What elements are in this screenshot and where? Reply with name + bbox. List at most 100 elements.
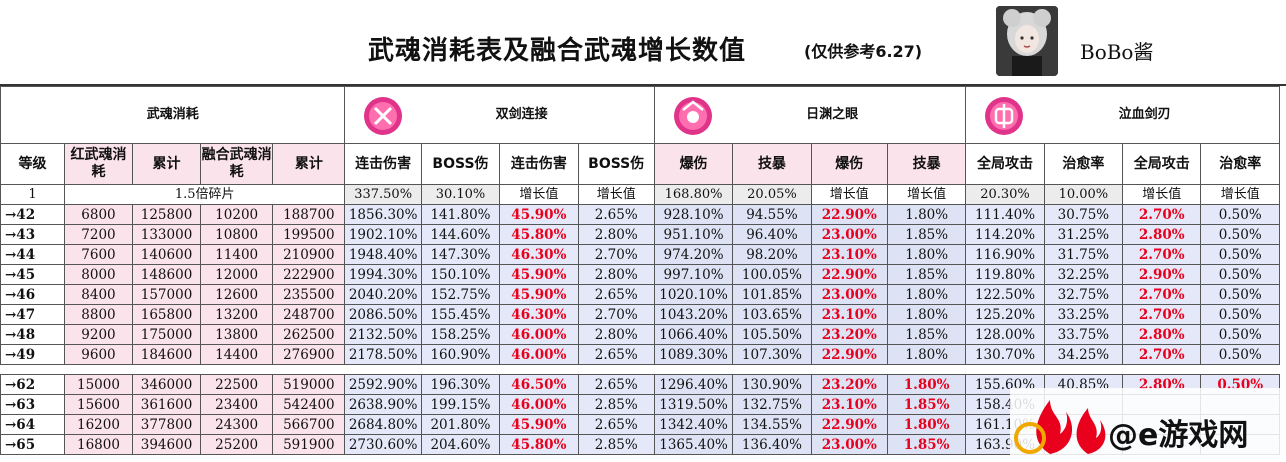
level-cell: →43 xyxy=(0,224,65,245)
table-cell: 125800 xyxy=(131,204,202,225)
table-cell: 1.85% xyxy=(886,434,967,455)
row-separator xyxy=(0,364,1280,375)
level-cell: →46 xyxy=(0,284,65,305)
col-header-g1-boss: BOSS伤 xyxy=(420,143,501,185)
table-cell: 98.20% xyxy=(732,244,812,265)
table-cell: 45.80% xyxy=(499,434,579,455)
table-cell: 2.80% xyxy=(577,264,655,285)
table-cell: 132.75% xyxy=(732,394,812,415)
table-cell: 1948.40% xyxy=(344,244,422,265)
table-cell: 196.30% xyxy=(420,374,501,395)
table-cell: 2132.50% xyxy=(344,324,422,345)
table-cell: 1043.20% xyxy=(653,304,734,325)
flame-logo-icon xyxy=(1010,388,1286,462)
table-cell: 1365.40% xyxy=(653,434,734,455)
table-cell: 141.80% xyxy=(420,204,501,225)
table-cell: 0.50% xyxy=(1200,324,1280,345)
author-avatar xyxy=(996,6,1058,76)
table-cell: 2730.60% xyxy=(344,434,422,455)
table-cell: 14400 xyxy=(200,344,274,365)
table-cell: 45.90% xyxy=(499,264,579,285)
base-cell: 30.10% xyxy=(420,184,501,205)
table-cell: 1.80% xyxy=(886,284,967,305)
table-cell: 2.65% xyxy=(577,204,655,225)
table-cell: 30.75% xyxy=(1043,204,1124,225)
table-cell: 2.80% xyxy=(577,224,655,245)
table-cell: 2.70% xyxy=(1122,204,1202,225)
table-cell: 25200 xyxy=(200,434,274,455)
table-cell: 2.70% xyxy=(577,304,655,325)
page-title: 武魂消耗表及融合武魂增长数值 xyxy=(368,36,747,66)
table-cell: 951.10% xyxy=(653,224,734,245)
table-cell: 394600 xyxy=(131,434,202,455)
table-cell: 1066.40% xyxy=(653,324,734,345)
table-cell: 8400 xyxy=(63,284,134,305)
table-cell: 22.90% xyxy=(810,204,888,225)
sun-eye-icon xyxy=(673,97,712,135)
column-header-row: 等级 红武魂消耗 累计 融合武魂消耗 累计 连击伤害 BOSS伤 连击伤害 BO… xyxy=(0,143,1280,185)
table-cell: 276900 xyxy=(272,344,346,365)
table-cell: 134.55% xyxy=(732,414,812,435)
table-cell: 1.85% xyxy=(886,224,967,245)
table-cell: 9600 xyxy=(63,344,134,365)
table-cell: 23.20% xyxy=(810,324,888,345)
table-cell: 997.10% xyxy=(653,264,734,285)
table-cell: 542400 xyxy=(272,394,346,415)
table-cell: 116.90% xyxy=(965,244,1045,265)
table-cell: 125.20% xyxy=(965,304,1045,325)
col-header-g2-skillcrit: 技暴 xyxy=(732,143,812,185)
table-cell: 23.00% xyxy=(810,224,888,245)
table-cell: 2.70% xyxy=(1122,344,1202,365)
table-cell: 1.85% xyxy=(886,324,967,345)
table-cell: 2.70% xyxy=(577,244,655,265)
col-header-g2-crit: 爆伤 xyxy=(653,143,734,185)
table-cell: 210900 xyxy=(272,244,346,265)
table-cell: 23.10% xyxy=(810,304,888,325)
table-cell: 157000 xyxy=(131,284,202,305)
col-header-g3-heal-growth: 治愈率 xyxy=(1200,143,1280,185)
level-cell: →48 xyxy=(0,324,65,345)
table-cell: 94.55% xyxy=(732,204,812,225)
group-blood-blade-label: 泣血剑刃 xyxy=(1118,107,1171,122)
col-header-g2-crit-growth: 爆伤 xyxy=(810,143,888,185)
table-cell: 1.80% xyxy=(886,204,967,225)
table-cell: 12600 xyxy=(200,284,274,305)
table-row: →46 8400 157000 12600 235500 2040.20% 152.75% 4… xyxy=(0,284,1280,305)
table-cell: 346000 xyxy=(131,374,202,395)
base-cell: 增长值 xyxy=(1122,184,1202,205)
table-cell: 147.30% xyxy=(420,244,501,265)
table-cell: 2.80% xyxy=(1122,324,1202,345)
table-cell: 6800 xyxy=(63,204,134,225)
table-cell: 22.90% xyxy=(810,344,888,365)
table-cell: 2.70% xyxy=(1122,244,1202,265)
table-cell: 111.40% xyxy=(965,204,1045,225)
table-row: →47 8800 165800 13200 248700 2086.50% 155.45% 4… xyxy=(0,304,1280,325)
col-header-fusion-total: 累计 xyxy=(272,143,346,185)
table-cell: 974.20% xyxy=(653,244,734,265)
table-cell: 2592.90% xyxy=(344,374,422,395)
level-cell: →42 xyxy=(0,204,65,225)
title-bar: 武魂消耗表及融合武魂增长数值 (仅供参考6.27) BoBo酱 xyxy=(0,0,1286,86)
col-header-g1-boss-growth: BOSS伤 xyxy=(577,143,655,185)
base-cell: 增长值 xyxy=(499,184,579,205)
table-cell: 23.00% xyxy=(810,284,888,305)
table-cell: 1.85% xyxy=(886,264,967,285)
table-cell: 133000 xyxy=(131,224,202,245)
table-cell: 1.80% xyxy=(886,414,967,435)
table-cell: 158.25% xyxy=(420,324,501,345)
table-cell: 46.00% xyxy=(499,324,579,345)
table-cell: 1.80% xyxy=(886,244,967,265)
cost-section-title: 武魂消耗 xyxy=(0,86,346,144)
group-sun-eye: 日渊之眼 xyxy=(653,86,967,144)
rows-block-1: →42 6800 125800 10200 188700 1856.30% 141.80% 4… xyxy=(0,204,1280,365)
table-cell: 31.25% xyxy=(1043,224,1124,245)
table-cell: 34.25% xyxy=(1043,344,1124,365)
table-cell: 2.85% xyxy=(577,434,655,455)
table-cell: 165800 xyxy=(131,304,202,325)
table-cell: 46.00% xyxy=(499,344,579,365)
table-cell: 2.65% xyxy=(577,374,655,395)
level-cell: →63 xyxy=(0,394,65,415)
table-cell: 23.20% xyxy=(810,374,888,395)
table-cell: 0.50% xyxy=(1200,244,1280,265)
table-cell: 46.50% xyxy=(499,374,579,395)
